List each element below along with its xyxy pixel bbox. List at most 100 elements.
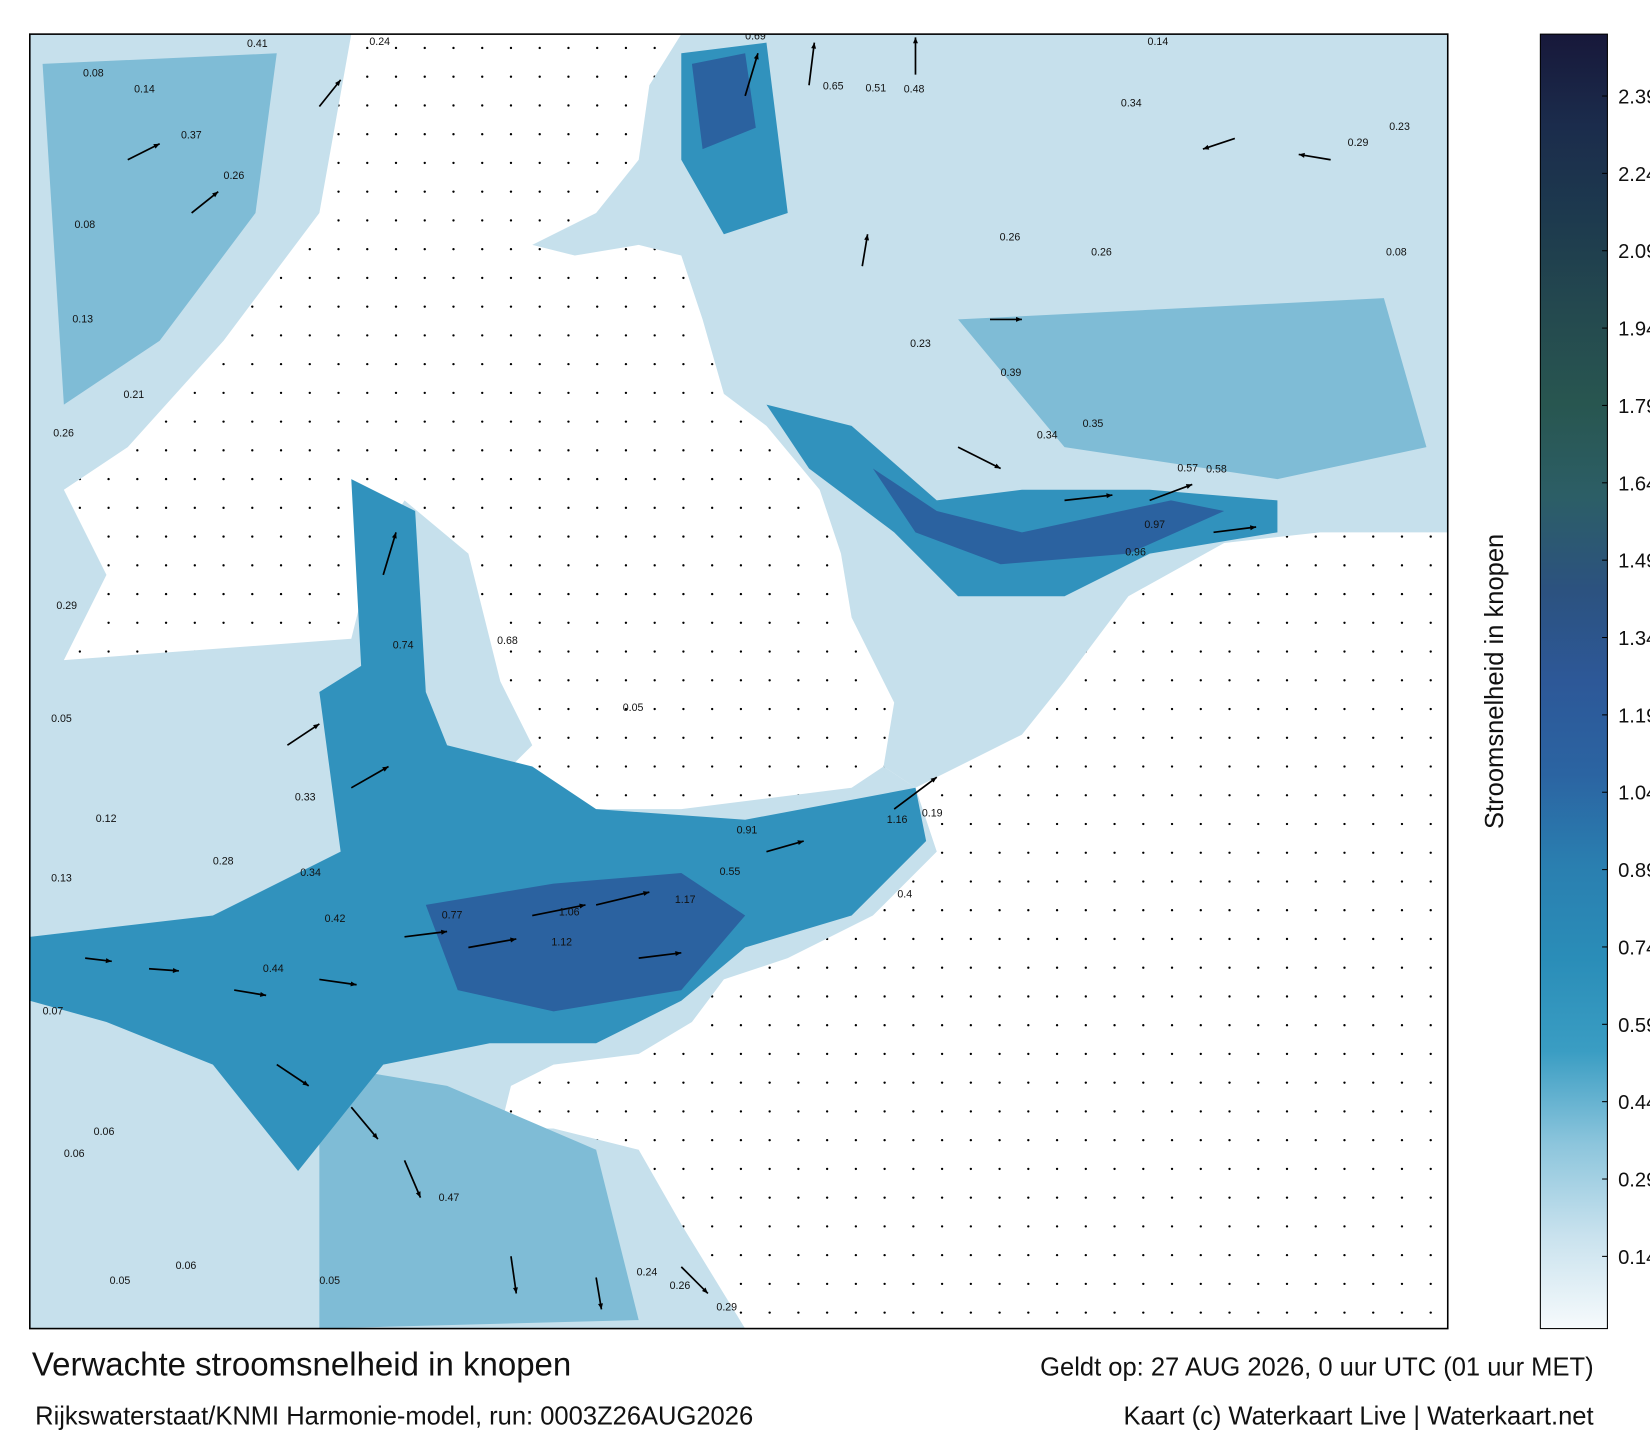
grid-dot [1400,650,1404,653]
grid-dot [567,219,570,222]
grid-dot [509,219,513,222]
grid-dot [423,477,426,481]
grid-dot [797,966,800,969]
current-label: 0.12 [96,813,117,825]
grid-dot [624,334,628,337]
colorbar-tick-label: 2.24 [1618,164,1650,186]
grid-dot [1343,535,1346,538]
grid-dot [653,1081,656,1084]
grid-dot [624,794,628,797]
grid-dot [1372,880,1375,883]
grid-dot [567,161,570,165]
grid-dot [1257,1052,1260,1056]
grid-dot [538,305,541,308]
grid-dot [1228,1138,1231,1142]
grid-dot [682,1138,685,1142]
grid-dot [337,133,340,136]
grid-dot [682,1081,685,1084]
grid-dot [164,621,168,624]
grid-dot [682,276,685,280]
grid-dot [1199,707,1202,711]
grid-dot [1142,1052,1145,1056]
grid-dot [653,621,656,624]
colorbar-tick-label: 0.44 [1618,1092,1650,1114]
grid-dot [682,334,685,337]
grid-dot [1113,995,1116,998]
grid-dot [1170,1110,1174,1113]
grid-dot [825,736,829,739]
arrow-head [912,37,918,44]
grid-dot [1257,679,1260,682]
grid-dot [1429,592,1432,596]
grid-dot [1343,1081,1346,1084]
grid-dot [1228,736,1231,739]
grid-dot [969,1282,973,1286]
grid-dot [107,650,110,653]
grid-dot [1055,1253,1059,1257]
grid-dot [624,1081,628,1084]
grid-dot [1257,1024,1260,1027]
grid-dot [1055,937,1059,941]
arrow-shaft [532,904,586,917]
grid-dot [1142,650,1145,653]
grid-dot [1314,851,1317,854]
grid-dot [1113,1282,1116,1286]
grid-dot [768,679,771,682]
grid-dot [1199,1225,1202,1228]
grid-dot [682,621,685,624]
grid-dot [452,219,455,222]
grid-dot [1372,564,1375,567]
grid-dot [509,621,513,624]
grid-dot [1027,765,1030,768]
arrow-head [1249,525,1257,531]
colorbar-tick-label: 1.79 [1618,396,1650,418]
grid-dot [710,420,714,423]
grid-dot [768,506,771,510]
grid-dot [1084,765,1087,768]
grid-dot [596,104,599,107]
grid-dot [1055,1167,1059,1171]
arrow-head [701,1287,708,1294]
grid-dot [452,391,455,395]
grid-dot [739,1311,743,1314]
grid-dot [337,621,340,624]
grid-dot [107,621,110,624]
grid-dot [797,736,800,739]
grid-dot [739,1110,743,1113]
grid-dot [682,707,685,711]
grid-dot [136,592,139,596]
grid-dot [423,247,426,251]
grid-dot [653,592,656,596]
grid-dot [366,305,369,308]
grid-dot [854,966,858,969]
current-label: 1.06 [559,907,580,919]
arrow-shaft [893,776,938,810]
grid-dot [1027,966,1030,969]
grid-dot [768,1196,771,1199]
grid-dot [394,46,398,50]
grid-dot [596,391,599,395]
grid-dot [1027,1052,1030,1056]
grid-dot [1027,937,1030,941]
grid-dot [452,334,455,337]
grid-dot [193,592,196,596]
current-label: 0.69 [745,30,766,42]
grid-dot [394,190,398,193]
grid-dot [394,247,398,251]
grid-dot [912,1282,915,1286]
current-label: 0.29 [1348,137,1369,149]
grid-dot [1170,621,1174,624]
grid-dot [1027,1138,1030,1142]
current-label: 0.07 [43,1006,64,1018]
grid-dot [481,420,484,423]
arrow-head [797,840,804,846]
grid-dot [1314,535,1317,538]
grid-dot [1372,1024,1375,1027]
grid-dot [883,1024,886,1027]
grid-dot [797,1052,800,1056]
current-label: 0.05 [110,1275,131,1287]
grid-dot [337,477,340,481]
grid-dot [1257,564,1260,567]
grid-dot [481,133,484,136]
grid-dot [1285,707,1289,711]
